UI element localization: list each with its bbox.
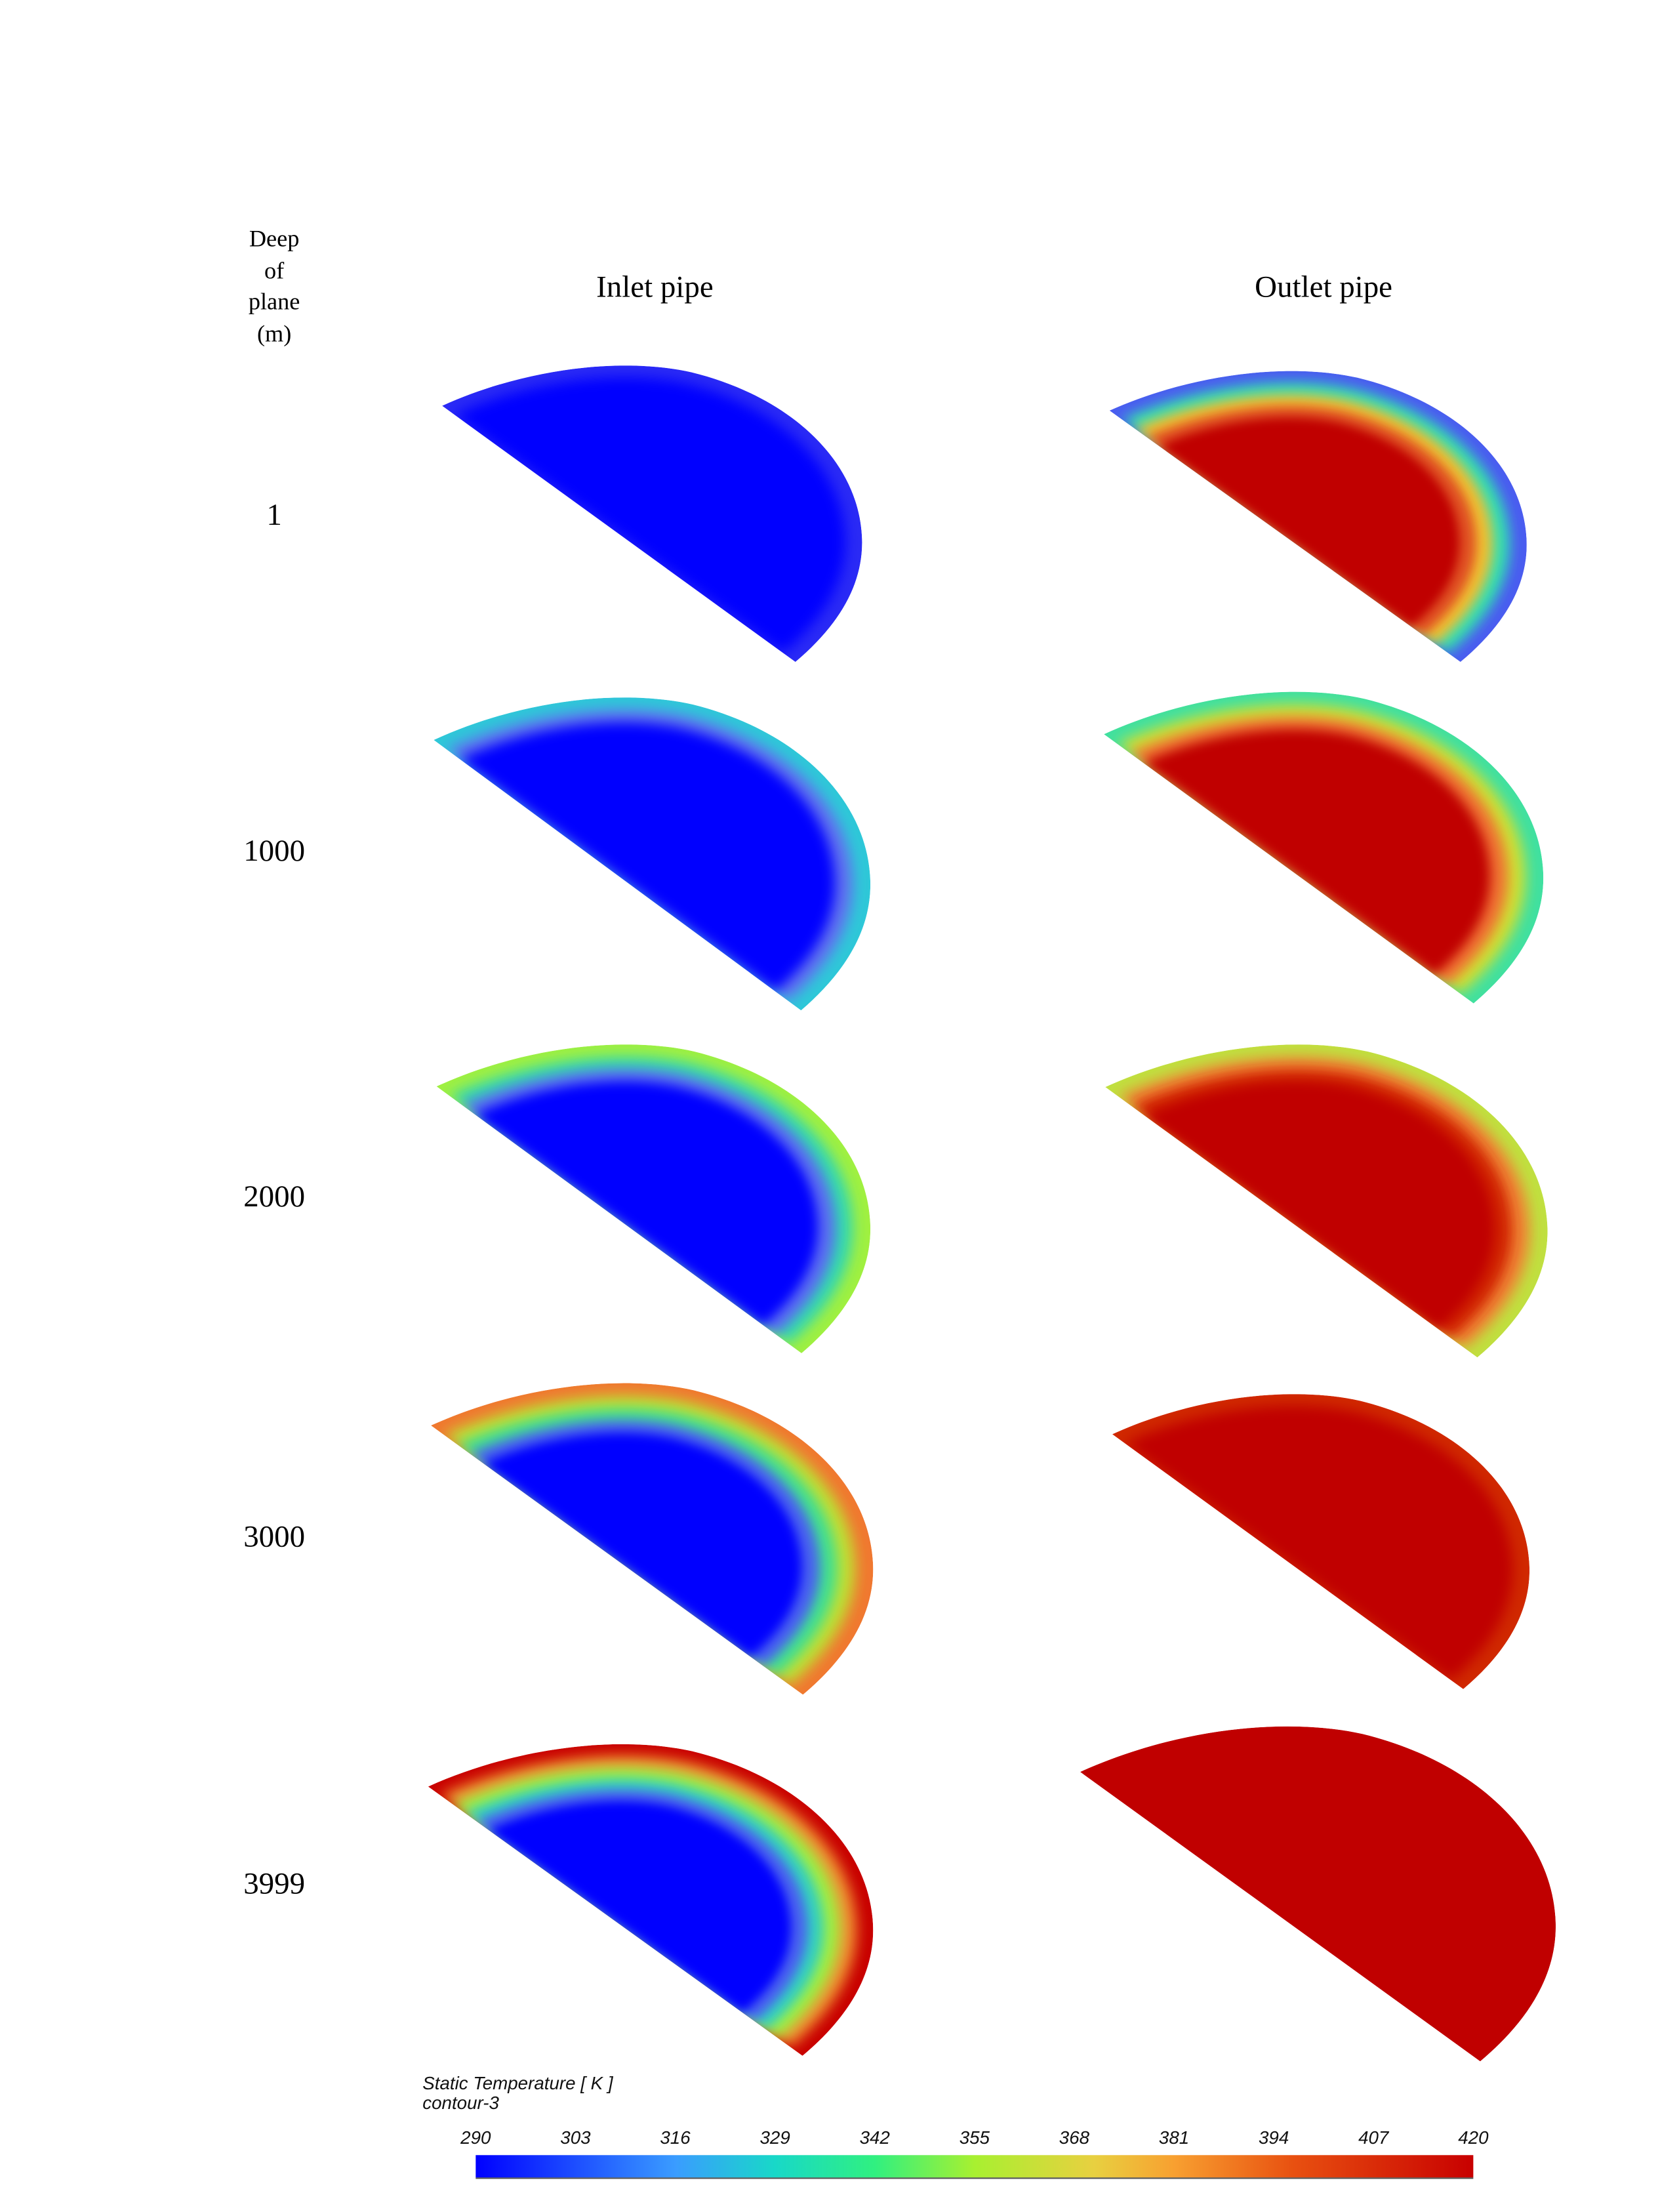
colorbar-tick-label: 394 [1258, 2127, 1289, 2148]
colorbar-tick-label: 381 [1158, 2127, 1190, 2148]
legend-variable: Static Temperature [ K ] [422, 2072, 613, 2094]
outlet-contour-panel [1105, 1044, 1548, 1358]
temperature-band [488, 1801, 791, 2013]
outlet-contour-panel [1112, 1394, 1530, 1689]
depth-label: 3000 [243, 1518, 306, 1553]
depth-heading-line: of [264, 256, 285, 283]
depth-label: 1 [266, 497, 282, 532]
colorbar-tick-label: 368 [1059, 2127, 1090, 2148]
colorbar-tick-label: 355 [959, 2127, 990, 2148]
temperature-band [1144, 1082, 1494, 1330]
colorbar-tick-label: 342 [859, 2127, 890, 2148]
outlet-contour-panel [1109, 371, 1527, 663]
depth-heading-line: (m) [256, 319, 292, 346]
depth-heading-line: plane [248, 288, 300, 315]
outlet-column-heading: Outlet pipe [1255, 268, 1393, 304]
temperature-band [1080, 1726, 1556, 2062]
colorbar-tick-label: 303 [560, 2127, 591, 2148]
inlet-contour-panel [434, 697, 871, 1011]
temperature-band [483, 1433, 802, 1658]
temperature-band [455, 377, 845, 653]
inlet-column-heading: Inlet pipe [596, 268, 714, 304]
colorbar-tick-label: 316 [660, 2127, 691, 2148]
temperature-band [459, 722, 836, 992]
legend-contour-name: contour-3 [422, 2092, 499, 2114]
inlet-contour-panel [428, 1744, 874, 2056]
depth-label: 3999 [243, 1865, 306, 1901]
temperature-band [475, 1081, 818, 1326]
colorbar-tick-label: 329 [759, 2127, 790, 2148]
outlet-contour-panel [1080, 1726, 1556, 2062]
inlet-contour-panel [431, 1383, 874, 1695]
legend-title: Static Temperature [ K ] contour-3 [422, 2072, 613, 2114]
temperature-band [1158, 417, 1459, 627]
colorbar-tick-label: 420 [1458, 2127, 1489, 2148]
depth-heading-line: Deep [249, 225, 300, 252]
outlet-contour-panel [1104, 691, 1544, 1004]
depth-label: 2000 [243, 1178, 306, 1214]
colorbar-tick-label: 290 [460, 2127, 491, 2148]
inlet-contour-panel [442, 365, 862, 663]
colorbar [475, 2155, 1474, 2179]
temperature-band [1124, 1406, 1513, 1681]
temperature-band [1143, 729, 1490, 975]
colorbar-tick-label: 407 [1358, 2127, 1389, 2148]
depth-axis-heading: Deep of plane (m) [249, 224, 300, 350]
inlet-contour-panel [436, 1044, 871, 1353]
depth-label: 1000 [243, 832, 306, 868]
